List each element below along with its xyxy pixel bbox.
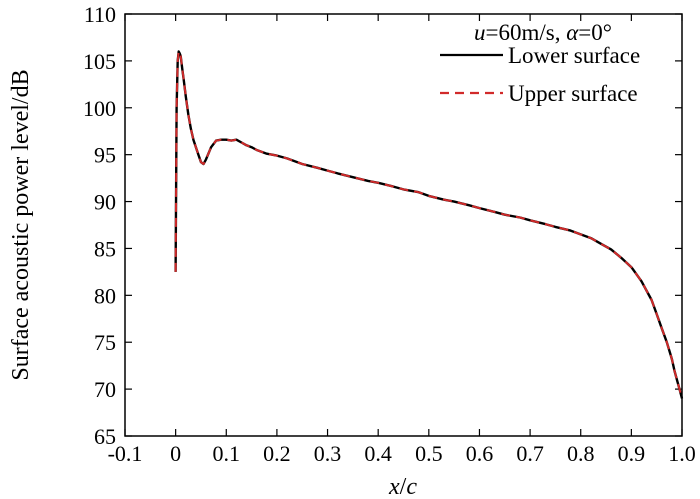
x-tick-label: 0.7: [516, 441, 544, 466]
y-tick-label: 95: [94, 143, 116, 168]
y-tick-label: 65: [94, 424, 116, 449]
x-tick-label: 0: [170, 441, 181, 466]
condition-annotation: u=60m/s, α=0°: [474, 20, 612, 45]
y-tick-label: 110: [84, 2, 116, 27]
legend: Lower surface Upper surface: [440, 43, 640, 106]
legend-label-upper-surface: Upper surface: [508, 81, 638, 106]
x-tick-label: 0.5: [415, 441, 443, 466]
x-tick-label: 0.2: [263, 441, 291, 466]
y-tick-label: 105: [83, 49, 116, 74]
x-tick-label: -0.1: [108, 441, 143, 466]
x-axis-title: x/c: [388, 474, 417, 499]
y-axis-title: Surface acoustic power level/dB: [8, 69, 34, 380]
series-line-upper-surface: [174, 50, 683, 399]
series-layer: [174, 50, 684, 399]
x-tick-label: 0.6: [466, 441, 494, 466]
x-axis-var-c: c: [406, 474, 417, 499]
annot-alpha-symbol: α: [566, 20, 579, 45]
x-tick-label: 0.4: [364, 441, 392, 466]
annot-alpha-value: =0°: [578, 20, 612, 45]
annot-u-symbol: u: [474, 20, 486, 45]
y-tick-label: 70: [94, 377, 116, 402]
y-tick-label: 100: [83, 96, 116, 121]
plot-frame: [124, 13, 683, 437]
x-tick-label: 0.8: [567, 441, 595, 466]
ticks-layer: -0.1 0 0.1 0.2 0.3 0.4 0.5 0.6 0.7 0.8 0.9 1.0 65 70 7…: [83, 2, 696, 466]
x-axis-slash: /: [400, 474, 407, 499]
x-tick-label: 0.1: [213, 441, 241, 466]
x-axis-var-x: x: [388, 474, 400, 499]
x-tick-label: 0.3: [314, 441, 342, 466]
x-tick-label: 0.9: [618, 441, 646, 466]
annot-u-value: =60m/s,: [486, 20, 567, 45]
x-tick-label: 1.0: [668, 441, 696, 466]
legend-label-lower-surface: Lower surface: [508, 43, 640, 68]
y-tick-label: 75: [94, 330, 116, 355]
y-tick-label: 90: [94, 190, 116, 215]
y-tick-label: 80: [94, 283, 116, 308]
y-tick-label: 85: [94, 236, 116, 261]
